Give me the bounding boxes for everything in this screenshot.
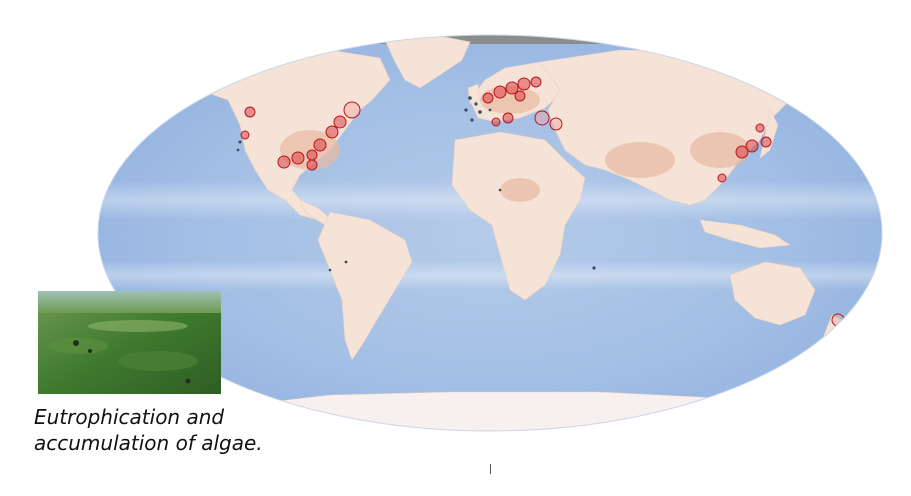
caption-line-2: accumulation of algae.: [34, 431, 263, 455]
dead-zone-marker-icon: [493, 85, 507, 99]
britain: [467, 83, 481, 105]
dead-zone-marker-icon: [306, 149, 318, 161]
dead-zone-marker-icon: [505, 81, 519, 95]
dead-zone-marker-icon: [240, 130, 250, 140]
dead-zone-marker-icon: [291, 151, 305, 165]
dead-zone-marker-icon: [745, 139, 759, 153]
globe-outline: [97, 34, 883, 432]
dead-zone-marker-icon: [244, 106, 256, 118]
caption-line-1: Eutrophication and: [34, 405, 225, 429]
dead-zone-marker-icon: [491, 117, 501, 127]
dead-zone-marker-icon: [549, 117, 563, 131]
africa: [451, 131, 586, 301]
indonesia: [699, 219, 791, 249]
dead-zone-marker-icon: [502, 112, 514, 124]
dead-zone-marker-icon: [717, 173, 727, 183]
arctic-cap: [98, 35, 882, 44]
algae-photo: [38, 291, 221, 394]
dead-zone-marker-icon: [277, 155, 291, 169]
image-caption: Eutrophication and accumulation of algae…: [34, 404, 334, 456]
australia: [729, 261, 816, 326]
divider-tick: [490, 464, 491, 474]
dead-zone-marker-icon: [514, 90, 526, 102]
dead-zone-marker-icon: [517, 77, 531, 91]
dead-zone-marker-icon: [343, 101, 361, 119]
dead-zone-marker-icon: [482, 92, 494, 104]
dead-zone-marker-icon: [333, 115, 347, 129]
dead-zone-marker-icon: [313, 138, 327, 152]
dead-zone-marker-icon: [530, 76, 542, 88]
dead-zone-marker-icon: [755, 123, 765, 133]
dead-zone-marker-icon: [534, 110, 550, 126]
dead-zone-marker-icon: [735, 145, 749, 159]
greenland: [384, 35, 471, 89]
dead-zone-marker-icon: [760, 136, 772, 148]
observation-dots: [236, 96, 596, 272]
dead-zone-marker-icon: [306, 159, 318, 171]
japan: [759, 109, 779, 159]
dead-zone-marker-icon: [325, 125, 339, 139]
